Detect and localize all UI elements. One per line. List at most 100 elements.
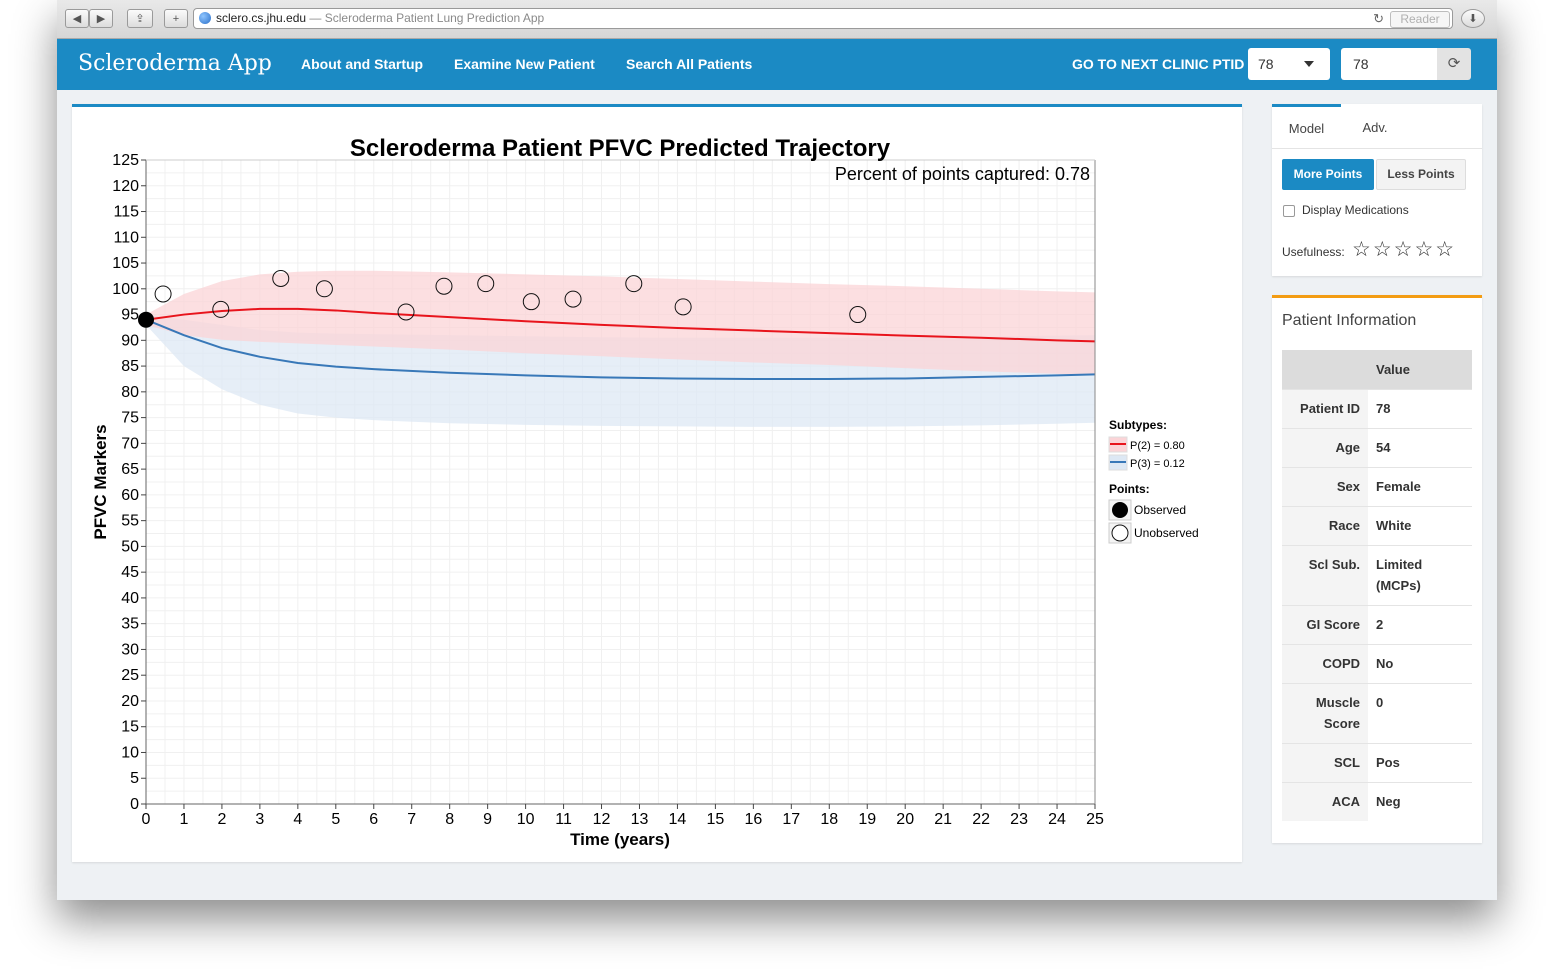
y-tick-label: 60 bbox=[121, 487, 139, 504]
y-tick-label: 125 bbox=[112, 152, 139, 169]
table-row: SCL Pos bbox=[1282, 743, 1472, 783]
info-value: Female bbox=[1368, 467, 1472, 507]
x-tick-label: 23 bbox=[1010, 811, 1028, 828]
info-key: Age bbox=[1282, 428, 1368, 468]
table-row: Scl Sub. Limited (MCPs) bbox=[1282, 545, 1472, 606]
x-tick-label: 15 bbox=[707, 811, 725, 828]
download-icon[interactable]: ⬇ bbox=[1461, 9, 1485, 28]
x-tick-label: 19 bbox=[858, 811, 876, 828]
info-value: 78 bbox=[1368, 389, 1472, 429]
caret-down-icon bbox=[1304, 61, 1314, 67]
y-tick-label: 90 bbox=[121, 332, 139, 349]
y-tick-label: 55 bbox=[121, 513, 139, 530]
chart-panel: 0 1 2 3 4 5 6 7 8 9 10 11 12 13 14 15 16 17 18 19 20 21 22 23 24… bbox=[72, 104, 1242, 862]
x-tick-label: 5 bbox=[331, 811, 340, 828]
y-tick-label: 120 bbox=[112, 178, 139, 195]
points-captured-annotation: Percent of points captured: 0.78 bbox=[835, 164, 1090, 184]
unobserved-point bbox=[154, 285, 172, 303]
unobserved-point bbox=[272, 269, 290, 287]
table-row: Age 54 bbox=[1282, 428, 1472, 468]
display-medications-label: Display Medications bbox=[1302, 203, 1409, 217]
y-tick-label: 110 bbox=[113, 229, 139, 246]
tab-adv[interactable]: Adv. bbox=[1362, 120, 1388, 135]
confidence-band-1 bbox=[146, 270, 1095, 376]
series-line-1 bbox=[145, 307, 1096, 343]
unobserved-point bbox=[477, 275, 495, 293]
legend-observed-label: Observed bbox=[1134, 503, 1186, 517]
more-points-button[interactable]: More Points bbox=[1282, 159, 1374, 190]
x-tick-label: 16 bbox=[744, 811, 762, 828]
x-tick-label: 9 bbox=[483, 811, 492, 828]
info-value: Limited (MCPs) bbox=[1368, 545, 1472, 606]
x-tick-label: 12 bbox=[593, 811, 611, 828]
info-key: Patient ID bbox=[1282, 389, 1368, 429]
address-bar[interactable]: sclero.cs.jhu.edu — Scleroderma Patient … bbox=[193, 8, 1453, 29]
tab-model[interactable]: Model bbox=[1272, 104, 1341, 151]
brand-logo[interactable]: Scleroderma App bbox=[78, 51, 272, 76]
patient-info-title: Patient Information bbox=[1282, 312, 1417, 329]
y-tick-label: 25 bbox=[121, 667, 139, 684]
legend-series-label: P(2) = 0.80 bbox=[1130, 440, 1185, 452]
new-tab-icon[interactable]: + bbox=[164, 9, 188, 28]
refresh-button[interactable]: ⟳ bbox=[1437, 48, 1471, 80]
reader-button[interactable]: Reader bbox=[1390, 11, 1450, 28]
table-row: Patient ID 78 bbox=[1282, 389, 1472, 429]
y-tick-label: 80 bbox=[121, 384, 139, 401]
display-medications-checkbox[interactable] bbox=[1283, 205, 1295, 217]
x-tick-label: 13 bbox=[631, 811, 649, 828]
reload-icon[interactable]: ↻ bbox=[1373, 11, 1384, 26]
info-key: SCL bbox=[1282, 743, 1368, 783]
forward-icon[interactable]: ▶ bbox=[89, 9, 113, 28]
table-row: GI Score 2 bbox=[1282, 605, 1472, 645]
y-axis-label: PFVC Markers bbox=[91, 424, 110, 539]
table-row: Race White bbox=[1282, 506, 1472, 546]
x-tick-label: 6 bbox=[369, 811, 378, 828]
y-tick-label: 95 bbox=[121, 307, 139, 324]
y-tick-label: 105 bbox=[112, 255, 139, 272]
ptid-input[interactable]: 78 bbox=[1341, 48, 1437, 80]
nav-search-all-patients[interactable]: Search All Patients bbox=[626, 56, 753, 72]
unobserved-point bbox=[435, 277, 453, 295]
x-tick-label: 18 bbox=[820, 811, 838, 828]
ptid-select-value: 78 bbox=[1258, 56, 1274, 72]
info-value: Pos bbox=[1368, 743, 1472, 783]
globe-icon bbox=[199, 12, 211, 24]
legend-unobserved-label: Unobserved bbox=[1134, 526, 1199, 540]
y-tick-label: 115 bbox=[113, 204, 139, 221]
unobserved-point bbox=[212, 300, 230, 318]
x-tick-label: 2 bbox=[217, 811, 226, 828]
y-tick-label: 70 bbox=[121, 435, 139, 452]
usefulness-label: Usefulness: bbox=[1282, 245, 1345, 259]
x-tick-label: 3 bbox=[255, 811, 264, 828]
table-row: ACA Neg bbox=[1282, 782, 1472, 821]
y-tick-label: 0 bbox=[130, 796, 139, 813]
less-points-button[interactable]: Less Points bbox=[1376, 159, 1466, 190]
nav-about-startup[interactable]: About and Startup bbox=[301, 56, 424, 72]
x-tick-label: 11 bbox=[555, 811, 572, 828]
x-tick-label: 24 bbox=[1048, 811, 1066, 828]
legend-points-label: Points: bbox=[1109, 482, 1150, 496]
patient-info-table: Value Patient ID 78 Age 54 Sex Female Race Whit… bbox=[1282, 350, 1472, 821]
x-tick-label: 8 bbox=[445, 811, 454, 828]
share-icon[interactable]: ⇪ bbox=[127, 9, 153, 28]
y-tick-label: 100 bbox=[112, 281, 139, 298]
info-value: White bbox=[1368, 506, 1472, 546]
y-tick-label: 40 bbox=[121, 590, 139, 607]
info-key: Race bbox=[1282, 506, 1368, 546]
chart-title: Scleroderma Patient PFVC Predicted Traje… bbox=[350, 135, 891, 162]
info-key: Sex bbox=[1282, 467, 1368, 507]
ptid-select[interactable]: 78 bbox=[1248, 48, 1330, 80]
nav-examine-new-patient[interactable]: Examine New Patient bbox=[454, 56, 595, 72]
usefulness-star-rating[interactable]: ☆☆☆☆☆ bbox=[1352, 238, 1457, 261]
y-tick-label: 75 bbox=[121, 410, 139, 427]
trajectory-chart: 0 1 2 3 4 5 6 7 8 9 10 11 12 13 14 15 16 17 18 19 20 21 22 23 24… bbox=[91, 135, 1199, 849]
legend-subtypes-label: Subtypes: bbox=[1109, 418, 1167, 432]
next-clinic-label: GO TO NEXT CLINIC PTID bbox=[1072, 56, 1245, 72]
info-key: Scl Sub. bbox=[1282, 545, 1368, 606]
navbar: Scleroderma App About and Startup Examin… bbox=[57, 39, 1497, 90]
x-tick-label: 21 bbox=[934, 811, 952, 828]
back-icon[interactable]: ◀ bbox=[65, 9, 89, 28]
x-axis-label: Time (years) bbox=[570, 830, 670, 849]
info-key: COPD bbox=[1282, 644, 1368, 684]
x-tick-label: 0 bbox=[142, 811, 151, 828]
